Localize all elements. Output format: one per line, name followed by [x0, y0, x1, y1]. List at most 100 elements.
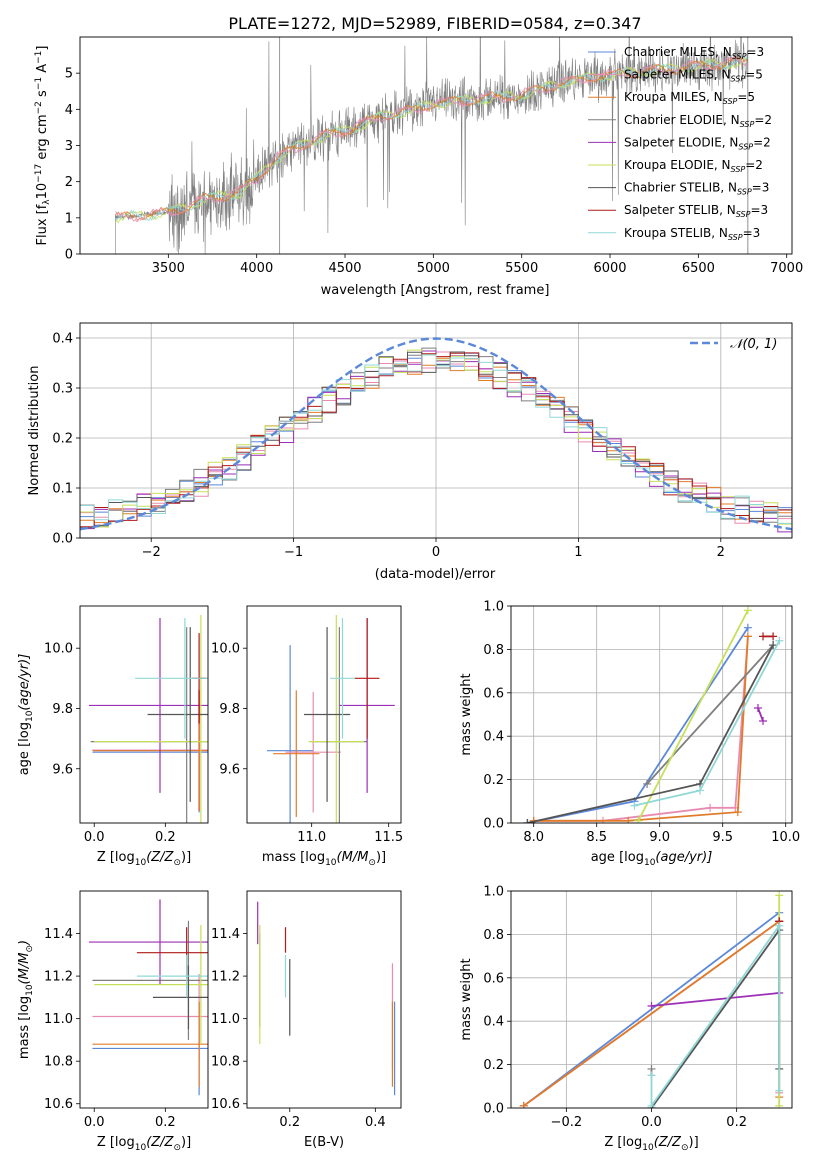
x-tick-label: 0.4: [365, 1115, 386, 1130]
label-part: )]: [181, 850, 191, 865]
label-part: Kroupa MILES, N: [624, 90, 723, 104]
label-part: 10: [642, 1143, 654, 1153]
weight-point-marker: [706, 803, 715, 812]
label-part: Chabrier ELODIE, N: [624, 113, 740, 127]
y-tick-label: 0.2: [483, 1058, 504, 1073]
label-part: Chabrier MILES, N: [624, 45, 732, 59]
x-tick-label: 5000: [417, 261, 450, 276]
x-tick-label: 9.0: [649, 830, 670, 845]
ticks: 0.0 0.2 10.6 10.8 11.0 11.2 11.4: [44, 927, 176, 1130]
mass_weight_vs_age-axes: 8.0 8.5 9.0 9.5 10.0 0.0 0.2 0.4 0.6 0.8 1.0 age [l…: [459, 600, 800, 869]
model-spectrum-line: [114, 56, 748, 221]
y-tick-label: 0.0: [483, 817, 504, 832]
plot-area: [88, 615, 208, 823]
y-tick-label: 0.4: [52, 332, 73, 347]
ticks: −2 −1 0 1 2 0.0 0.1 0.2 0.3 0.4: [52, 332, 725, 561]
weight-point-marker: [759, 632, 768, 641]
x-tick-label: 1: [574, 545, 582, 560]
legend-entry-label: Chabrier MILES, NSSP=3: [624, 45, 764, 61]
label-part: Kroupa ELODIE, N: [624, 158, 731, 172]
x-tick-label: 11.5: [374, 830, 403, 845]
axes-frame: [79, 36, 793, 255]
label-part: =3: [746, 45, 764, 59]
label-part: =2: [745, 158, 763, 172]
label-part: 10: [25, 710, 35, 722]
y-tick-label: 11.4: [44, 927, 73, 942]
weight-point-marker: [647, 1002, 656, 1011]
label-part: ⊙: [173, 858, 181, 868]
weight-point-marker: [523, 819, 532, 823]
label-part: SSP: [723, 97, 738, 106]
ticks: 0.2 0.4 10.6 10.8 11.0 11.2 11.4: [211, 927, 386, 1130]
x-tick-label: 10.0: [771, 830, 800, 845]
plot-area: [114, 37, 749, 254]
label-part: Kroupa STELIB, N: [624, 226, 728, 240]
model-spectrum-line: [115, 56, 748, 223]
label-part: Z [log: [97, 1135, 135, 1150]
label-part: mass [log: [262, 850, 325, 865]
plot-area: [267, 615, 395, 823]
x-tick-label: 9.5: [712, 830, 733, 845]
weight-point-marker: [743, 606, 752, 615]
label-part: 10: [35, 183, 50, 200]
axes-frame: [246, 890, 402, 1109]
legend-entry-label: Kroupa MILES, NSSP=5: [624, 90, 755, 106]
x-tick-label: −0.2: [551, 1115, 583, 1130]
ticks: 0.0 0.2 9.6 9.8 10.0: [44, 642, 176, 845]
weight-vs-Z-x-label: Z [log10(Z/Z⊙)]: [604, 1135, 698, 1153]
legend-entry-label: Kroupa STELIB, NSSP=3: [624, 226, 760, 242]
label-part: ⊙: [681, 1143, 689, 1153]
weight-point-marker: [775, 1101, 784, 1108]
x-tick-label: 0.0: [641, 1115, 662, 1130]
y-tick-label: 10.8: [211, 1055, 240, 1070]
label-part: SSP: [738, 142, 753, 151]
legend-entry-label: Chabrier ELODIE, NSSP=2: [624, 113, 772, 129]
mass_vs_Z-axes: 0.0 0.210.610.811.011.211.4 Z [log10(Z/Z⊙)…: [17, 890, 209, 1153]
weight-point-marker: [647, 1101, 656, 1108]
label-part: −1: [34, 77, 44, 90]
weight-series-line: [527, 627, 749, 823]
weight-point-marker: [753, 703, 762, 712]
spectrum-axes: 3500 4000 4500 5000 5500 6000 6500 7000 0 1 2 3 4 5 Ch…: [34, 36, 804, 298]
y-tick-label: 0: [65, 248, 73, 263]
mass-vs-Z-y-label: mass [log10(M/M⊙): [17, 940, 35, 1059]
legend-entry-label: Kroupa ELODIE, NSSP=2: [624, 158, 763, 174]
axes-frame: [510, 605, 793, 824]
mass-vs-EBV-x-label: E(B-V): [304, 1135, 344, 1150]
x-tick-label: 2: [717, 545, 725, 560]
normal-reference-curve: [80, 337, 792, 531]
weight-point-marker: [733, 808, 742, 817]
y-tick-label: 0.6: [483, 971, 504, 986]
y-tick-label: 10.0: [211, 642, 240, 657]
label-part: )]: [689, 1135, 699, 1150]
age-vs-mass-x-label: mass [log10(M/M⊙)]: [262, 850, 386, 868]
y-tick-label: 0.8: [483, 928, 504, 943]
x-tick-label: 7000: [770, 261, 803, 276]
label-part: SSP: [736, 210, 751, 219]
label-part: (Z/Z: [146, 850, 174, 865]
y-tick-label: 0.2: [483, 773, 504, 788]
y-tick-label: 5: [65, 67, 73, 82]
mass-vs-Z-x-label: Z [log10(Z/Z⊙)]: [97, 1135, 191, 1153]
y-tick-label: 1: [65, 211, 73, 226]
label-part: Flux [f: [35, 204, 50, 245]
y-tick-label: 1.0: [483, 885, 504, 900]
x-tick-label: 5500: [505, 261, 538, 276]
weight-point-marker: [743, 632, 752, 641]
axes-frame: [79, 322, 793, 539]
y-tick-label: 11.4: [211, 927, 240, 942]
label-part: ⊙: [25, 945, 35, 953]
residual-histogram: [80, 354, 792, 538]
y-tick-label: 10.8: [44, 1055, 73, 1070]
y-tick-label: 11.0: [211, 1012, 240, 1027]
y-tick-label: 0.2: [52, 432, 73, 447]
ticks: 3500 4000 4500 5000 5500 6000 6500 7000 0 1 2 3 4 5: [65, 67, 804, 276]
y-tick-label: 0.4: [483, 1015, 504, 1030]
label-part: 10: [135, 1143, 147, 1153]
weight-point-marker: [759, 717, 768, 726]
x-tick-label: 0.2: [726, 1115, 747, 1130]
x-tick-label: 11.0: [297, 830, 326, 845]
x-tick-label: 0.2: [155, 830, 176, 845]
weight-point-marker: [634, 816, 643, 823]
